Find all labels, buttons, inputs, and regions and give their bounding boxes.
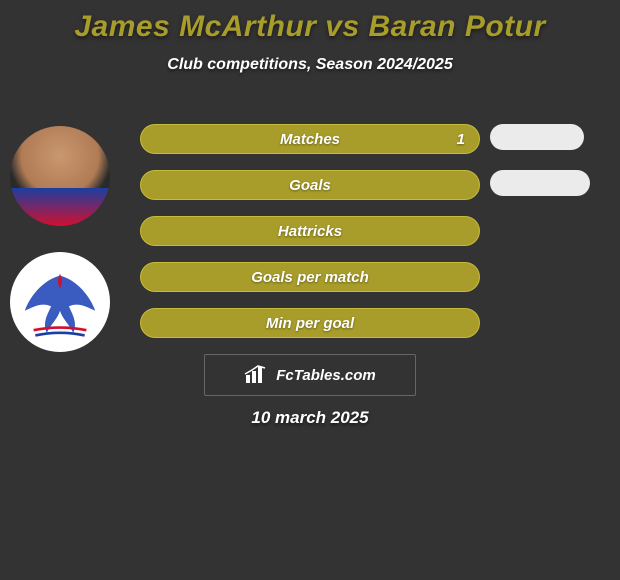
stat-bar-goals: Goals — [140, 170, 480, 200]
stat-bar-hattricks: Hattricks — [140, 216, 480, 246]
blank-pill — [490, 124, 584, 150]
club-crest — [10, 252, 110, 352]
stat-label: Matches — [280, 131, 340, 148]
subtitle: Club competitions, Season 2024/2025 — [0, 56, 620, 74]
avatars-column — [10, 126, 110, 352]
stat-bar-min-per-goal: Min per goal — [140, 308, 480, 338]
right-pills — [490, 124, 600, 216]
stat-bar-matches: Matches 1 — [140, 124, 480, 154]
stat-bar-goals-per-match: Goals per match — [140, 262, 480, 292]
player-avatar — [10, 126, 110, 226]
stat-bars: Matches 1 Goals Hattricks Goals per matc… — [140, 124, 480, 354]
comparison-infographic: James McArthur vs Baran Potur Club compe… — [0, 0, 620, 580]
stat-label: Hattricks — [278, 223, 342, 240]
eagle-icon — [16, 258, 104, 346]
bar-chart-icon — [244, 365, 270, 385]
stat-label: Goals per match — [251, 269, 369, 286]
page-title: James McArthur vs Baran Potur — [0, 0, 620, 44]
watermark-text: FcTables.com — [276, 367, 375, 384]
watermark: FcTables.com — [204, 354, 416, 396]
stat-label: Goals — [289, 177, 331, 194]
stat-value: 1 — [457, 131, 465, 148]
blank-pill — [490, 170, 590, 196]
stat-label: Min per goal — [266, 315, 354, 332]
date-label: 10 march 2025 — [0, 408, 620, 428]
